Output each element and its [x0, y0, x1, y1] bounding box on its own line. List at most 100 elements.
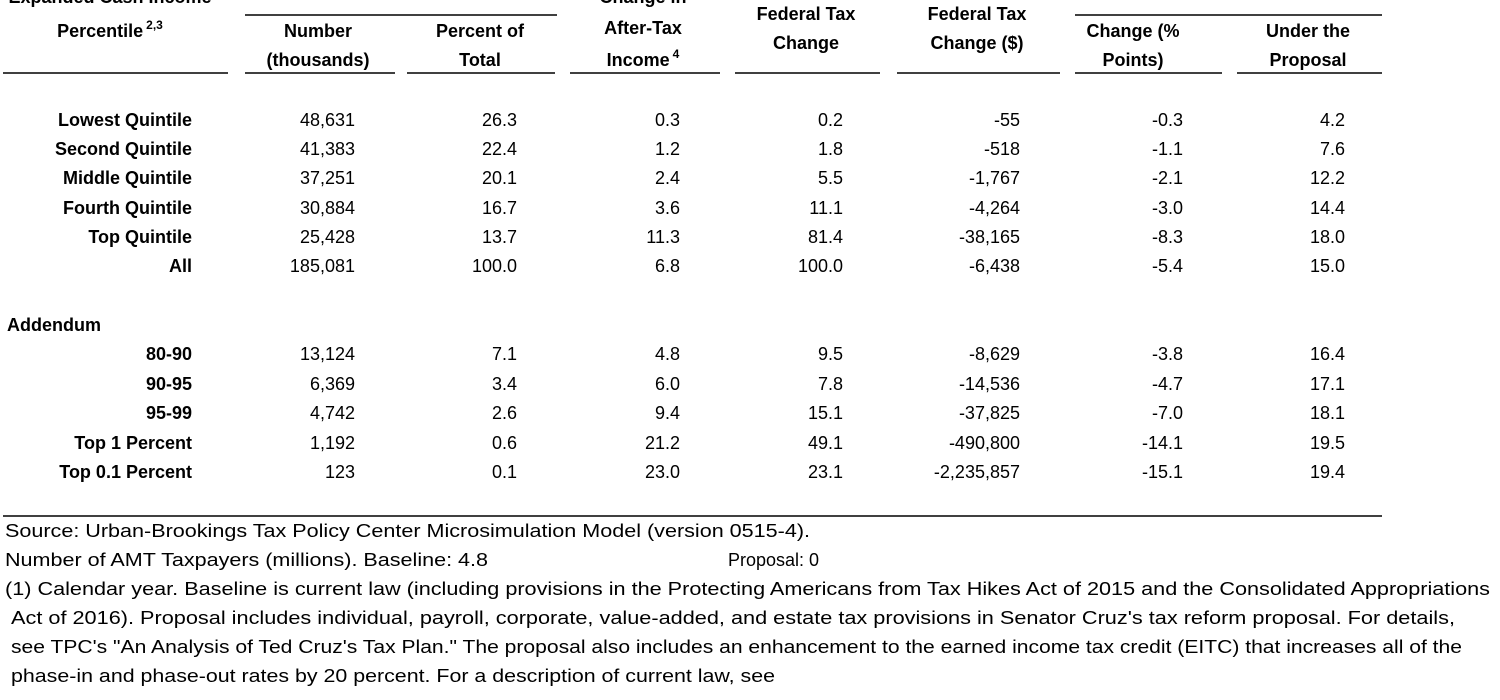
cell: -0.3 [1152, 110, 1183, 130]
cell: 3.4 [492, 374, 517, 394]
footnote: Proposal: 0 [728, 550, 819, 570]
cell: 12.2 [1310, 168, 1345, 188]
section-title: Addendum [7, 315, 101, 335]
cell: 11.3 [646, 227, 680, 247]
column-header: Proposal [1269, 50, 1346, 70]
superscript: 4 [673, 47, 680, 61]
cell: 41,383 [300, 139, 355, 159]
row-label: Top 0.1 Percent [59, 462, 192, 482]
cell: 6.8 [655, 256, 680, 276]
cell: -37,825 [959, 403, 1020, 423]
cell: 22.4 [482, 139, 517, 159]
cell: -3.8 [1152, 344, 1183, 364]
cell: 1,192 [310, 433, 355, 453]
cell: -4.7 [1152, 374, 1183, 394]
column-header: (thousands) [267, 50, 370, 70]
cell: 16.4 [1310, 344, 1345, 364]
cell: 0.1 [492, 462, 517, 482]
cell: 0.3 [655, 110, 680, 130]
header-text: Percentile [57, 21, 143, 41]
cell: -4,264 [969, 198, 1020, 218]
cell: 185,081 [290, 256, 355, 276]
cell: -3.0 [1152, 198, 1183, 218]
cell: 11.1 [809, 198, 843, 218]
cell: -14,536 [959, 374, 1020, 394]
header-text: Income [607, 50, 670, 70]
cell: -6,438 [969, 256, 1020, 276]
cell: -490,800 [949, 433, 1020, 453]
cell: -1.1 [1152, 139, 1183, 159]
footnote: Number of AMT Taxpayers (millions). Base… [5, 550, 488, 570]
cell: 13,124 [300, 344, 355, 364]
column-header: Expanded Cash Income [8, 0, 211, 7]
cell: -1,767 [969, 168, 1020, 188]
cell: -38,165 [959, 227, 1020, 247]
column-header: Under the [1266, 21, 1350, 41]
column-header: Change ($) [930, 33, 1023, 53]
row-label: Top Quintile [88, 227, 192, 247]
column-header: Federal Tax [757, 4, 856, 24]
footnote: (1) Calendar year. Baseline is current l… [5, 579, 1490, 599]
footnote: phase-in and phase-out rates by 20 perce… [11, 666, 775, 686]
cell: 9.5 [818, 344, 843, 364]
cell: 6,369 [310, 374, 355, 394]
cell: 19.5 [1310, 433, 1345, 453]
footnote: see TPC's "An Analysis of Ted Cruz's Tax… [11, 637, 1462, 657]
superscript: 2,3 [146, 18, 163, 32]
cell: 100.0 [472, 256, 517, 276]
cell: 5.5 [818, 168, 843, 188]
cell: 6.0 [655, 374, 680, 394]
column-header: Income 4 [607, 47, 680, 70]
cell: 9.4 [655, 403, 680, 423]
cell: 7.6 [1320, 139, 1345, 159]
cell: 81.4 [808, 227, 843, 247]
cell: -5.4 [1152, 256, 1183, 276]
cell: 23.0 [645, 462, 680, 482]
cell: 15.1 [808, 403, 843, 423]
cell: 100.0 [798, 256, 843, 276]
row-label: 90-95 [146, 374, 192, 394]
row-label: Fourth Quintile [63, 198, 192, 218]
cell: 13.7 [482, 227, 517, 247]
cell: -14.1 [1142, 433, 1183, 453]
row-label: Second Quintile [55, 139, 192, 159]
cell: -518 [984, 139, 1020, 159]
cell: -55 [994, 110, 1020, 130]
cell: 7.1 [492, 344, 517, 364]
column-header: Points) [1103, 50, 1164, 70]
column-header: Percent of [436, 21, 525, 41]
cell: 3.6 [655, 198, 680, 218]
column-header: Change (% [1086, 21, 1179, 41]
cell: -2,235,857 [934, 462, 1020, 482]
cell: 17.1 [1310, 374, 1345, 394]
cell: 18.1 [1310, 403, 1345, 423]
cell: 0.2 [818, 110, 843, 130]
row-label: 80-90 [146, 344, 192, 364]
cell: 19.4 [1310, 462, 1345, 482]
cell: -8.3 [1152, 227, 1183, 247]
cell: 123 [325, 462, 355, 482]
cell: 4.2 [1320, 110, 1345, 130]
cell: 2.6 [492, 403, 517, 423]
cell: 30,884 [300, 198, 355, 218]
cell: 21.2 [645, 433, 680, 453]
column-header: Change in [599, 0, 686, 7]
cell: 49.1 [808, 433, 843, 453]
cell: 4.8 [655, 344, 680, 364]
cell: 23.1 [808, 462, 843, 482]
cell: 25,428 [300, 227, 355, 247]
column-header: Total [459, 50, 501, 70]
cell: 7.8 [818, 374, 843, 394]
cell: -7.0 [1152, 403, 1183, 423]
cell: 20.1 [482, 168, 517, 188]
row-label: Top 1 Percent [74, 433, 192, 453]
cell: 37,251 [300, 168, 355, 188]
cell: 26.3 [482, 110, 517, 130]
cell: 48,631 [300, 110, 355, 130]
cell: 14.4 [1310, 198, 1345, 218]
row-label: 95-99 [146, 403, 192, 423]
cell: 15.0 [1310, 256, 1345, 276]
cell: -2.1 [1152, 168, 1183, 188]
cell: 1.2 [655, 139, 680, 159]
